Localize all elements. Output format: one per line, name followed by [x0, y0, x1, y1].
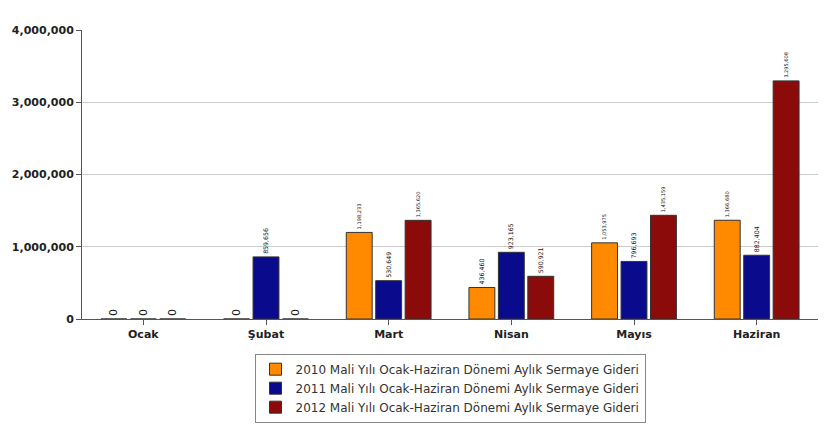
svg-text:0: 0: [166, 309, 179, 316]
svg-text:796,693: 796,693: [630, 233, 637, 259]
svg-text:0: 0: [66, 313, 74, 326]
svg-text:4,000,000: 4,000,000: [12, 24, 74, 37]
svg-text:Nisan: Nisan: [494, 328, 529, 341]
svg-text:923,165: 923,165: [507, 223, 514, 249]
svg-text:859,656: 859,656: [262, 228, 269, 254]
svg-text:Mayıs: Mayıs: [616, 328, 652, 341]
svg-text:2012 Mali Yılı Ocak-Haziran Dö: 2012 Mali Yılı Ocak-Haziran Dönemi Aylık…: [296, 401, 639, 415]
svg-text:2011 Mali Yılı Ocak-Haziran Dö: 2011 Mali Yılı Ocak-Haziran Dönemi Aylık…: [296, 382, 639, 396]
svg-text:1,000,000: 1,000,000: [12, 241, 74, 254]
svg-text:Şubat: Şubat: [248, 328, 284, 341]
svg-text:0: 0: [137, 309, 150, 316]
svg-text:3,295,608: 3,295,608: [783, 52, 789, 78]
svg-text:882,404: 882,404: [753, 226, 760, 252]
svg-text:1,053,975: 1,053,975: [601, 214, 607, 240]
svg-text:2,000,000: 2,000,000: [12, 168, 74, 181]
svg-text:530,649: 530,649: [385, 252, 392, 278]
svg-text:Haziran: Haziran: [733, 328, 780, 341]
svg-text:1,435,159: 1,435,159: [660, 186, 666, 212]
svg-text:0: 0: [230, 309, 243, 316]
svg-text:1,366,680: 1,366,680: [724, 191, 730, 217]
svg-text:0: 0: [107, 309, 120, 316]
svg-text:436,460: 436,460: [478, 259, 485, 285]
svg-text:0: 0: [289, 309, 302, 316]
svg-text:3,000,000: 3,000,000: [12, 96, 74, 109]
svg-text:1,198,233: 1,198,233: [356, 204, 362, 230]
svg-text:Ocak: Ocak: [128, 328, 159, 341]
svg-text:2010 Mali Yılı Ocak-Haziran Dö: 2010 Mali Yılı Ocak-Haziran Dönemi Aylık…: [296, 363, 639, 377]
svg-text:590,921: 590,921: [537, 247, 544, 273]
svg-text:Mart: Mart: [374, 328, 403, 341]
svg-text:1,365,620: 1,365,620: [415, 191, 421, 217]
